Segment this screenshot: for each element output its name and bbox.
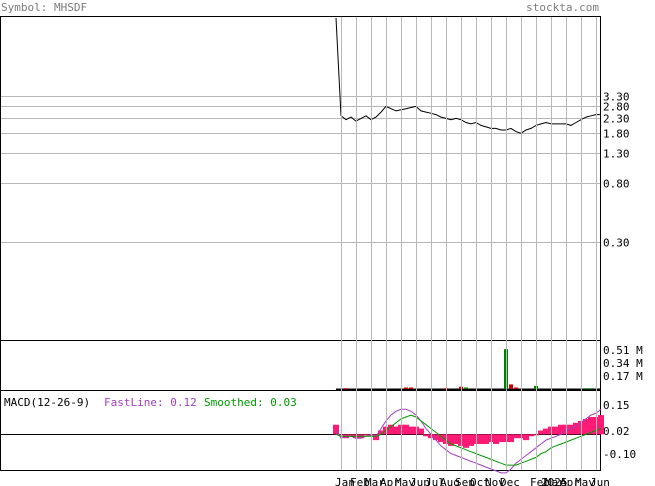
macd-histogram-bar <box>433 434 439 441</box>
macd-panel: MACD(12-26-9) FastLine: 0.12 Smoothed: 0… <box>0 390 636 474</box>
macd-histogram-bar <box>498 434 504 443</box>
volume-panel: 0.51 M0.34 M0.17 M <box>0 340 643 391</box>
macd-histogram-bar <box>423 434 429 437</box>
volume-panel-frame <box>0 340 601 391</box>
price-tick-label: 2.30 <box>603 113 630 126</box>
month-label: Aug <box>440 476 460 486</box>
month-label: May <box>395 476 415 486</box>
price-tick-label: 3.30 <box>603 91 630 104</box>
price-panel: 3.302.802.30 1.80 1.30 0.80 0.30 <box>0 16 630 341</box>
site-label: stockta.com <box>526 1 599 14</box>
month-label: May <box>575 476 595 486</box>
volume-bar <box>514 387 518 389</box>
macd-histogram-bar <box>588 417 594 435</box>
month-label: Dec <box>500 476 520 486</box>
macd-histogram-bar <box>388 424 394 435</box>
macd-histogram-bar <box>378 430 384 435</box>
volume-bar <box>509 384 513 389</box>
macd-histogram-bar <box>373 434 379 441</box>
month-label: Jun <box>590 476 610 486</box>
macd-smoothed-line <box>335 414 602 466</box>
month-label: Apr <box>560 476 580 486</box>
volume-bar <box>404 387 408 389</box>
volume-bar <box>464 387 468 389</box>
year-label: 2025 <box>541 476 568 486</box>
price-line <box>335 17 601 134</box>
macd-histogram-bar <box>363 434 369 436</box>
macd-histogram-bar <box>523 434 529 441</box>
symbol-label: Symbol: MHSDF <box>1 1 87 14</box>
volume-tick-label: 0.34 M <box>603 357 643 370</box>
price-tick-label: 2.80 <box>603 101 630 114</box>
macd-smoothed-legend: Smoothed: 0.03 <box>204 396 297 409</box>
volume-bar <box>344 388 348 390</box>
month-label: Oct <box>470 476 490 486</box>
macd-title: MACD(12-26-9) <box>4 396 90 409</box>
month-label: Mar <box>365 476 385 486</box>
macd-histogram-bar <box>348 434 354 437</box>
macd-histogram-bar <box>333 424 339 435</box>
price-tick-label: 1.80 <box>603 128 630 141</box>
macd-histogram-bar <box>558 424 564 435</box>
macd-histogram-bar <box>453 434 459 444</box>
price-tick-label: 0.80 <box>603 178 630 191</box>
volume-bar <box>584 388 588 390</box>
macd-histogram-bar <box>478 434 484 444</box>
macd-histogram-bar <box>403 424 409 435</box>
macd-histogram-bar <box>528 434 534 437</box>
macd-histogram-bar <box>448 434 454 446</box>
month-label: Apr <box>380 476 400 486</box>
month-label: Feb <box>530 476 550 486</box>
month-label: Feb <box>350 476 370 486</box>
macd-fast-line <box>335 408 602 474</box>
month-label: Jun <box>410 476 430 486</box>
macd-histogram-bar <box>493 434 499 444</box>
month-label: Jan <box>335 476 355 486</box>
macd-panel-frame <box>0 390 601 471</box>
macd-tick-label: 0.15 <box>603 399 630 412</box>
macd-histogram-bar <box>393 426 399 435</box>
month-label: Nov <box>485 476 505 486</box>
macd-histogram-bar <box>408 426 414 435</box>
macd-fastline-legend: FastLine: 0.12 <box>104 396 197 409</box>
macd-histogram-bar <box>538 430 544 435</box>
macd-histogram-bar <box>418 428 424 435</box>
volume-bar <box>589 388 593 390</box>
month-label: Sep <box>455 476 475 486</box>
macd-histogram-bar <box>568 424 574 435</box>
macd-histogram-bar <box>438 434 444 443</box>
volume-tick-label: 0.17 M <box>603 370 643 383</box>
volume-tick-label: 0.51 M <box>603 344 643 357</box>
price-tick-label: 0.30 <box>603 237 630 250</box>
macd-tick-label: 0.02 <box>603 425 630 438</box>
macd-histogram-bar <box>543 428 549 435</box>
volume-bar <box>409 387 413 389</box>
macd-histogram-bar <box>468 434 474 446</box>
macd-histogram-bar <box>483 434 489 444</box>
macd-histogram-bar <box>583 418 589 435</box>
macd-tick-label: -0.10 <box>603 448 636 461</box>
macd-histogram-bar <box>553 426 559 435</box>
macd-histogram-bar <box>573 422 579 435</box>
macd-histogram-bar <box>508 434 514 443</box>
month-label: Mar <box>545 476 565 486</box>
macd-histogram-bar <box>463 434 469 448</box>
macd-histogram-bar <box>598 415 604 435</box>
price-panel-frame <box>0 16 601 341</box>
month-label: Jul <box>425 476 445 486</box>
price-tick-label: 1.30 <box>603 148 630 161</box>
macd-histogram-bar <box>513 434 519 439</box>
